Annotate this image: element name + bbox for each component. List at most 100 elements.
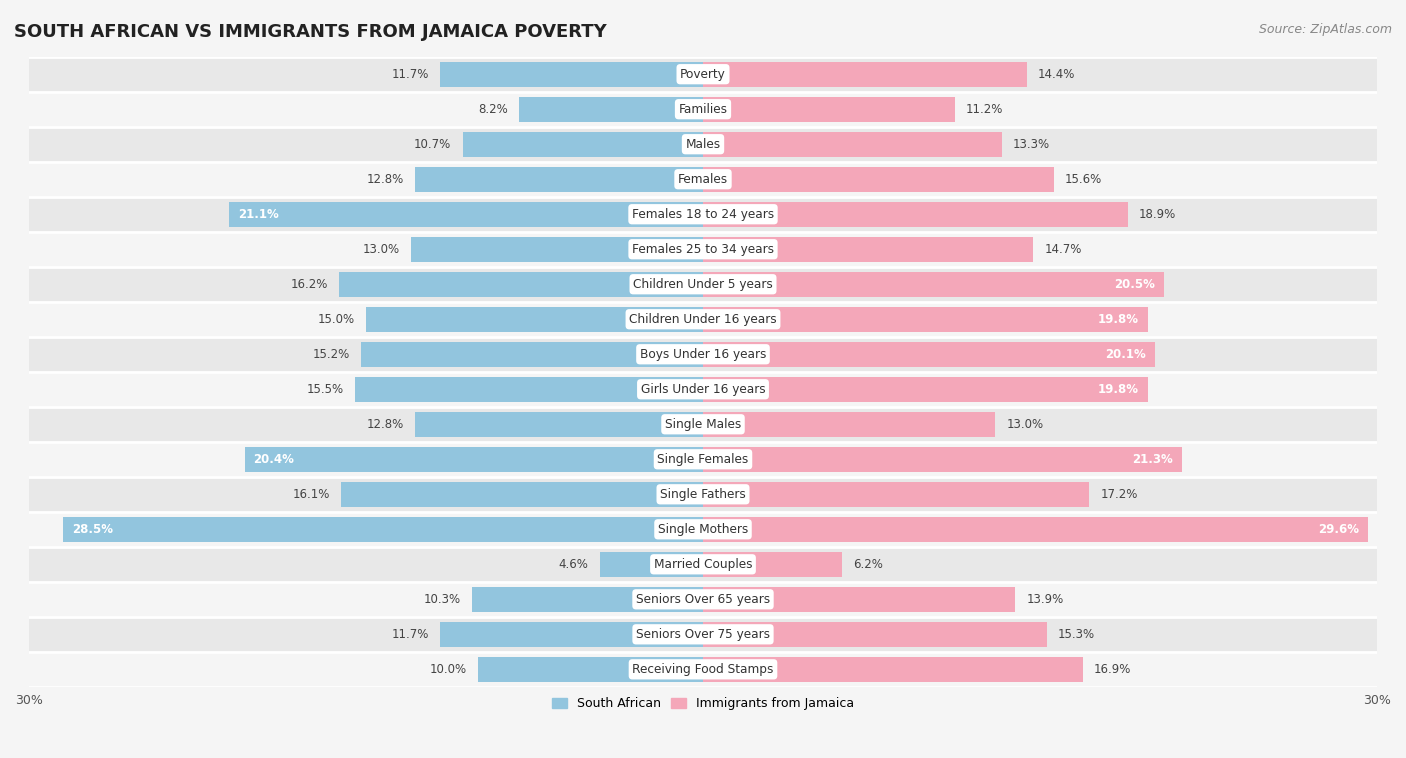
Text: Single Mothers: Single Mothers [658, 523, 748, 536]
Text: 19.8%: 19.8% [1098, 383, 1139, 396]
Text: 17.2%: 17.2% [1101, 488, 1137, 501]
Bar [361, 342, 703, 367]
Bar [703, 552, 842, 577]
Bar [440, 622, 703, 647]
Bar [703, 236, 1033, 262]
Text: 16.2%: 16.2% [291, 277, 328, 291]
Bar [471, 587, 703, 612]
Bar [30, 337, 1376, 371]
Bar [703, 587, 1015, 612]
Bar [440, 61, 703, 87]
Bar [30, 127, 1376, 161]
Text: 21.1%: 21.1% [238, 208, 278, 221]
Text: Families: Families [679, 102, 727, 116]
Text: 13.3%: 13.3% [1014, 138, 1050, 151]
Bar [30, 547, 1376, 582]
Text: 20.1%: 20.1% [1105, 348, 1146, 361]
Text: 10.7%: 10.7% [415, 138, 451, 151]
Bar [30, 512, 1376, 547]
Bar [415, 412, 703, 437]
Text: Children Under 16 years: Children Under 16 years [630, 313, 776, 326]
Bar [229, 202, 703, 227]
Text: 8.2%: 8.2% [478, 102, 508, 116]
Bar [30, 477, 1376, 512]
Text: 11.7%: 11.7% [391, 67, 429, 80]
Text: Females: Females [678, 173, 728, 186]
Text: 13.9%: 13.9% [1026, 593, 1064, 606]
Text: 14.4%: 14.4% [1038, 67, 1076, 80]
Bar [63, 517, 703, 542]
Text: 12.8%: 12.8% [367, 173, 404, 186]
Text: 11.7%: 11.7% [391, 628, 429, 641]
Bar [30, 197, 1376, 232]
Text: 15.5%: 15.5% [307, 383, 343, 396]
Bar [30, 371, 1376, 407]
Bar [411, 236, 703, 262]
Text: 13.0%: 13.0% [363, 243, 399, 255]
Text: Single Fathers: Single Fathers [661, 488, 745, 501]
Bar [703, 167, 1053, 192]
Text: 20.5%: 20.5% [1114, 277, 1154, 291]
Text: 14.7%: 14.7% [1045, 243, 1081, 255]
Bar [703, 412, 995, 437]
Bar [342, 481, 703, 507]
Bar [703, 656, 1083, 682]
Bar [703, 481, 1090, 507]
Text: 11.2%: 11.2% [966, 102, 1004, 116]
Bar [30, 407, 1376, 442]
Bar [703, 96, 955, 122]
Text: 15.3%: 15.3% [1057, 628, 1095, 641]
Text: 29.6%: 29.6% [1317, 523, 1360, 536]
Text: Single Females: Single Females [658, 453, 748, 465]
Text: 28.5%: 28.5% [72, 523, 112, 536]
Text: 12.8%: 12.8% [367, 418, 404, 431]
Bar [30, 617, 1376, 652]
Text: Children Under 5 years: Children Under 5 years [633, 277, 773, 291]
Bar [30, 57, 1376, 92]
Text: 15.2%: 15.2% [314, 348, 350, 361]
Text: 4.6%: 4.6% [558, 558, 588, 571]
Text: 20.4%: 20.4% [253, 453, 294, 465]
Bar [703, 271, 1164, 297]
Text: Poverty: Poverty [681, 67, 725, 80]
Bar [703, 446, 1181, 472]
Bar [703, 342, 1154, 367]
Bar [245, 446, 703, 472]
Bar [703, 622, 1047, 647]
Bar [30, 161, 1376, 197]
Bar [30, 92, 1376, 127]
Bar [30, 232, 1376, 267]
Text: Married Couples: Married Couples [654, 558, 752, 571]
Bar [354, 377, 703, 402]
Bar [30, 442, 1376, 477]
Bar [599, 552, 703, 577]
Text: 18.9%: 18.9% [1139, 208, 1177, 221]
Bar [703, 517, 1368, 542]
Text: Girls Under 16 years: Girls Under 16 years [641, 383, 765, 396]
Bar [703, 307, 1147, 332]
Text: Males: Males [686, 138, 720, 151]
Text: SOUTH AFRICAN VS IMMIGRANTS FROM JAMAICA POVERTY: SOUTH AFRICAN VS IMMIGRANTS FROM JAMAICA… [14, 23, 607, 41]
Text: 10.0%: 10.0% [430, 662, 467, 676]
Text: Boys Under 16 years: Boys Under 16 years [640, 348, 766, 361]
Text: Seniors Over 65 years: Seniors Over 65 years [636, 593, 770, 606]
Text: 15.0%: 15.0% [318, 313, 354, 326]
Text: Source: ZipAtlas.com: Source: ZipAtlas.com [1258, 23, 1392, 36]
Bar [703, 61, 1026, 87]
Bar [30, 267, 1376, 302]
Bar [463, 132, 703, 157]
Bar [30, 652, 1376, 687]
Bar [703, 202, 1128, 227]
Text: 6.2%: 6.2% [853, 558, 883, 571]
Bar [519, 96, 703, 122]
Text: Single Males: Single Males [665, 418, 741, 431]
Bar [339, 271, 703, 297]
Text: Receiving Food Stamps: Receiving Food Stamps [633, 662, 773, 676]
Bar [703, 132, 1002, 157]
Text: 16.1%: 16.1% [292, 488, 330, 501]
Text: 19.8%: 19.8% [1098, 313, 1139, 326]
Text: 21.3%: 21.3% [1132, 453, 1173, 465]
Bar [478, 656, 703, 682]
Text: 13.0%: 13.0% [1007, 418, 1043, 431]
Bar [703, 377, 1147, 402]
